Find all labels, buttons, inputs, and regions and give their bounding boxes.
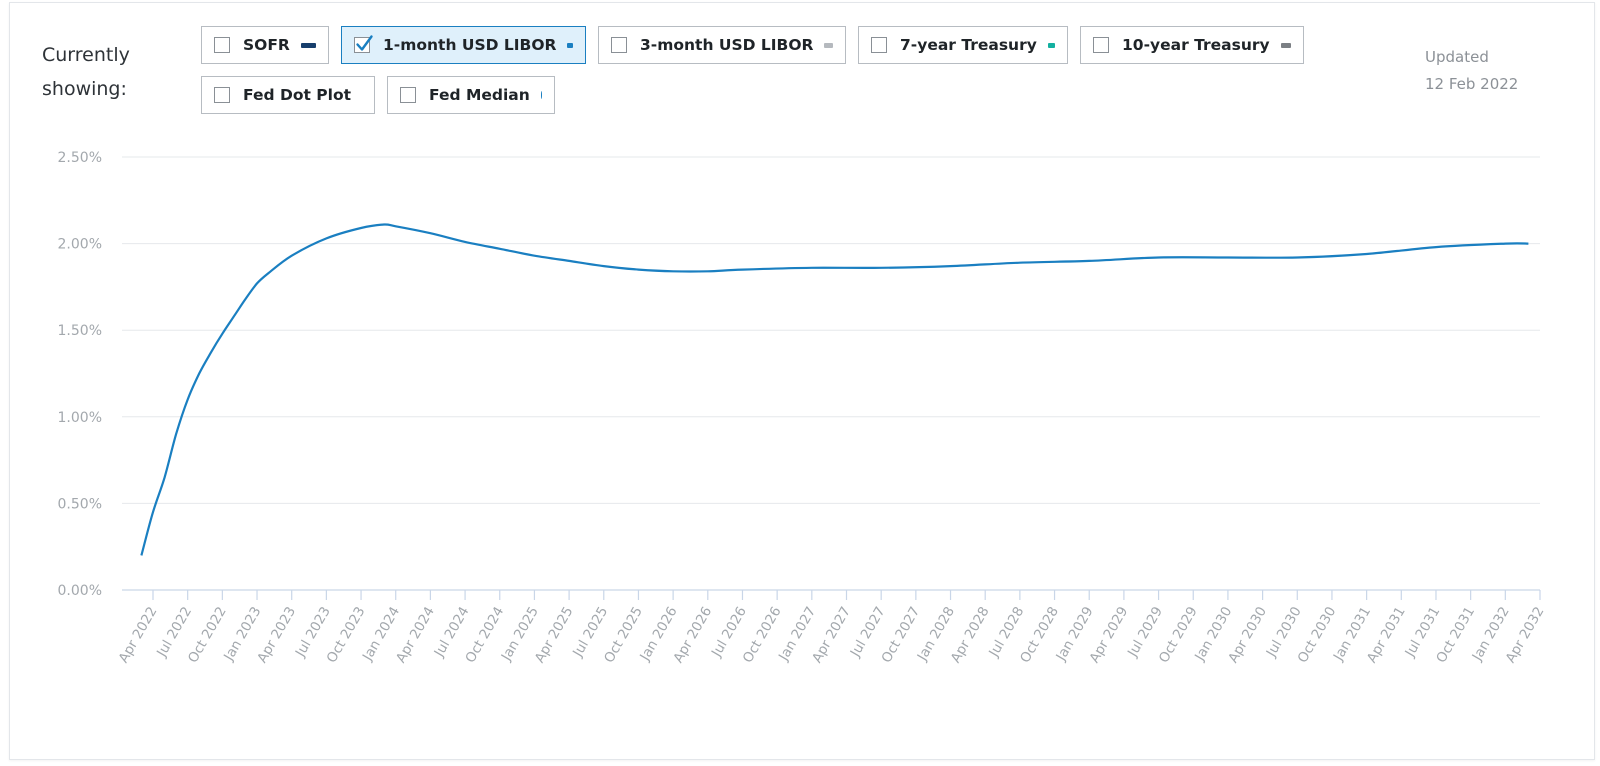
y-tick-label: 1.50% <box>58 323 102 339</box>
y-tick-label: 1.00% <box>58 410 102 426</box>
x-tick-label: Apr 2022 <box>116 604 161 666</box>
currently-showing-label: Currently showing: <box>42 38 130 106</box>
checkbox-icon[interactable] <box>871 37 887 53</box>
legend-toggle-7y-treasury[interactable]: 7-year Treasury <box>858 26 1068 64</box>
legend-toggle-3m-usd-libor[interactable]: 3-month USD LIBOR <box>598 26 846 64</box>
legend-label: 3-month USD LIBOR <box>640 36 814 54</box>
legend-toggle-sofr[interactable]: SOFR <box>201 26 329 64</box>
currently-label-line2: showing: <box>42 78 127 100</box>
currently-label-line1: Currently <box>42 44 130 66</box>
checkbox-icon[interactable] <box>611 37 627 53</box>
y-axis: 0.00% 0.50% 1.00% 1.50% 2.00% 2.50% <box>58 150 102 599</box>
y-tick-label: 0.50% <box>58 496 102 512</box>
y-tick-label: 0.00% <box>58 583 102 599</box>
checkbox-icon[interactable] <box>214 87 230 103</box>
checkbox-icon[interactable] <box>214 37 230 53</box>
legend-toggle-fed-median[interactable]: Fed Median <box>387 76 555 114</box>
dot-swatch-icon <box>540 91 542 99</box>
legend-label: 10-year Treasury <box>1122 36 1270 54</box>
updated-label: Updated <box>1425 48 1489 66</box>
legend-toggle-10y-treasury[interactable]: 10-year Treasury <box>1080 26 1304 64</box>
grid-lines <box>122 156 1540 504</box>
legend-toggle-1m-usd-libor[interactable]: 1-month USD LIBOR <box>341 26 586 64</box>
checkbox-icon[interactable] <box>400 87 416 103</box>
legend-label: Fed Median <box>429 86 530 104</box>
line-swatch-icon <box>824 42 833 48</box>
line-swatch-icon <box>1047 42 1055 48</box>
line-swatch-icon <box>1280 42 1291 48</box>
y-tick-label: 2.00% <box>58 237 102 253</box>
updated-date: 12 Feb 2022 <box>1425 75 1519 93</box>
legend-toggle-fed-dot-plot[interactable]: Fed Dot Plot <box>201 76 375 114</box>
checkbox-icon[interactable] <box>354 35 373 53</box>
line-swatch-icon <box>300 42 316 48</box>
series-lines <box>140 223 1529 556</box>
updated-info: Updated 12 Feb 2022 <box>1425 44 1518 98</box>
series-line-1m-usd-libor <box>140 223 1529 556</box>
legend-label: Fed Dot Plot <box>243 86 352 104</box>
chart-card <box>9 2 1595 760</box>
y-tick-label: 2.50% <box>58 150 102 166</box>
legend-label: SOFR <box>243 36 290 54</box>
legend-label: 1-month USD LIBOR <box>383 36 557 54</box>
legend-label: 7-year Treasury <box>900 36 1037 54</box>
check-icon <box>356 35 373 51</box>
line-swatch-icon <box>567 42 573 48</box>
checkbox-icon[interactable] <box>1093 37 1109 53</box>
